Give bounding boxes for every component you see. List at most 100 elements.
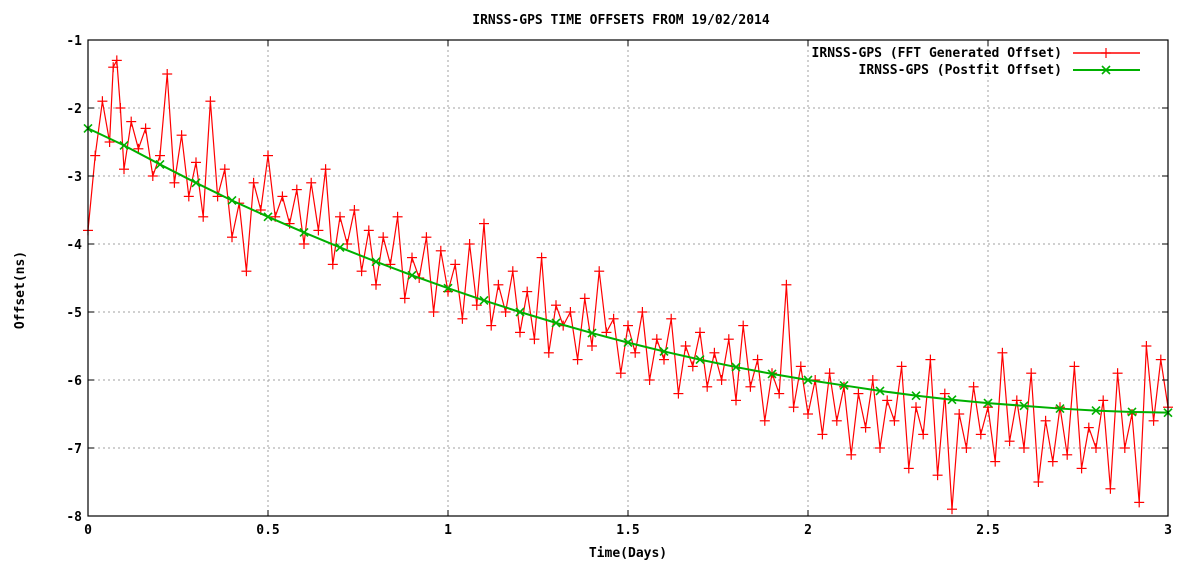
data-point [241,266,252,277]
data-point [623,338,633,348]
data-point [1011,395,1022,406]
data-point [817,429,828,440]
legend-label-postfit: IRNSS-GPS (Postfit Offset) [859,63,1063,78]
data-point [493,279,504,290]
data-point [1062,449,1073,460]
data-point [399,293,410,304]
legend: IRNSS-GPS (FFT Generated Offset) IRNSS-G… [812,46,1140,78]
data-point [248,177,259,188]
data-point [947,504,957,515]
data-point [637,307,648,317]
data-point [421,232,432,243]
data-point [644,375,655,385]
data-point [263,150,273,161]
data-point [1040,415,1051,426]
data-point [666,313,677,324]
data-point [803,375,813,385]
data-point [896,361,907,372]
data-point [875,386,885,396]
data-point [716,375,727,385]
data-point [1141,341,1152,351]
data-point [450,259,461,270]
data-point [752,354,763,365]
data-point [536,252,547,263]
data-point [1119,443,1130,453]
data-point [299,239,309,249]
data-point [176,130,187,141]
y-tick-label: -5 [66,306,82,321]
data-point [90,150,101,161]
series-postfit-offset [83,123,1173,418]
data-point [1127,407,1137,417]
data-point [824,368,835,379]
data-point [608,313,619,324]
y-tick-label: -2 [66,102,82,117]
x-tick-label: 3 [1164,523,1172,538]
data-point [889,415,900,426]
data-point [371,279,381,290]
data-point [630,347,641,358]
data-point [227,232,237,243]
data-point [457,313,468,324]
data-point [1105,483,1116,494]
data-point [349,205,360,215]
data-point [356,266,367,277]
data-point [911,402,921,413]
data-point [335,242,345,252]
data-point [939,388,950,399]
x-axis-label: Time(Days) [589,546,667,561]
legend-marker-cross-icon [1101,65,1111,75]
data-point [507,266,518,277]
legend-entry-postfit: IRNSS-GPS (Postfit Offset) [859,63,1140,78]
data-point [673,388,684,399]
data-point [1055,402,1065,413]
data-point [115,103,126,113]
data-point [731,395,741,406]
data-point [1127,409,1137,419]
data-point [1134,497,1145,508]
data-point [1019,443,1029,453]
data-point [327,259,338,270]
data-point [1076,463,1087,474]
data-point [1098,395,1109,406]
data-point [407,270,417,280]
data-point [155,150,165,161]
data-point [731,362,741,372]
data-point [227,195,237,206]
data-point [219,164,230,175]
data-point [932,470,943,481]
data-point [702,381,713,392]
data-point [543,347,554,358]
data-point [1112,368,1123,379]
data-point [903,463,914,474]
data-point [867,375,878,385]
x-axis-ticks: 0 0.5 1 1.5 2 2.5 3 [84,40,1172,538]
data-point [983,398,993,408]
data-point [1091,443,1101,453]
data-point [428,307,439,317]
y-tick-label: -7 [66,442,82,457]
x-tick-label: 1.5 [616,523,639,538]
data-point [961,443,972,453]
data-point [601,327,612,338]
grid [88,40,1168,516]
data-point [882,395,893,406]
data-point [407,252,417,263]
data-point [968,381,979,392]
data-point [875,443,885,453]
data-point [767,369,777,379]
legend-label-fft: IRNSS-GPS (FFT Generated Offset) [812,46,1062,61]
x-tick-label: 0 [84,523,92,538]
data-point [911,391,921,401]
data-point [198,211,209,222]
x-tick-label: 2 [804,523,812,538]
data-point [709,347,720,358]
data-point [169,177,180,188]
series-fft-generated-offset [83,55,1173,515]
data-point [119,140,129,150]
y-tick-label: -6 [66,374,82,389]
data-point [594,266,605,277]
data-point [788,402,799,413]
data-point [551,300,561,311]
